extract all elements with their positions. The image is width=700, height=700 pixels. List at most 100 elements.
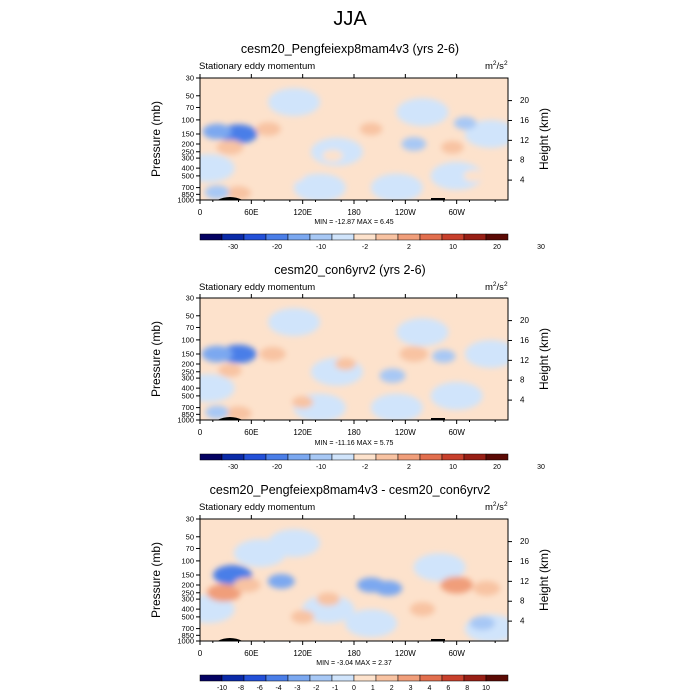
colorbar-swatch	[309, 233, 333, 241]
colorbar-swatch	[353, 453, 377, 461]
weak-negative-region	[345, 609, 398, 638]
topography	[431, 198, 445, 200]
x-tick-label: 60W	[448, 649, 465, 658]
colorbar-swatch	[265, 453, 289, 461]
x-tick-label: 0	[198, 208, 203, 217]
y-tick-label: 300	[181, 374, 194, 383]
height-tick-label: 4	[520, 396, 525, 405]
y-axis-title: Pressure (mb)	[149, 542, 163, 618]
x-tick-label: 120E	[293, 649, 312, 658]
colorbar-swatch	[331, 453, 355, 461]
colorbar-swatch	[353, 233, 377, 241]
colorbar-swatch	[375, 674, 399, 682]
colorbar-swatch	[441, 674, 465, 682]
weak-negative-region	[293, 173, 346, 200]
height-tick-label: 20	[520, 537, 529, 546]
colorbar-label: -2	[313, 685, 319, 692]
colorbar-swatch	[243, 453, 267, 461]
y-tick-label: 400	[181, 164, 194, 173]
height-tick-label: 4	[520, 617, 525, 626]
colorbar-swatch	[221, 233, 245, 241]
positive-anomaly	[206, 583, 242, 602]
colorbar-label: -10	[316, 464, 326, 471]
colorbar-swatch	[199, 674, 223, 682]
colorbar-label: -20	[272, 464, 282, 471]
panel-2: 0 60E 120E 180 120W 60W3050701001502002503004…	[149, 294, 551, 438]
weak-negative-region	[268, 308, 321, 337]
weak-negative-region	[396, 318, 449, 347]
y-tick-label: 400	[181, 384, 194, 393]
panel-3-units: m2/s2	[485, 501, 508, 514]
colorbar-swatch	[397, 674, 421, 682]
colorbar-swatch	[243, 233, 267, 241]
colorbar-label: 6	[446, 685, 450, 692]
y-tick-label: 850	[181, 631, 194, 640]
y-tick-label: 500	[181, 612, 194, 621]
height-tick-label: 8	[520, 376, 525, 385]
positive-anomaly	[441, 140, 464, 154]
colorbar-label: 20	[493, 464, 501, 471]
colorbar-swatch	[419, 233, 443, 241]
colorbar-label: 30	[537, 244, 545, 251]
weak-negative-region	[464, 339, 508, 368]
colorbar-label: 30	[537, 464, 545, 471]
colorbar-swatch	[463, 233, 487, 241]
weak-negative-region	[413, 553, 466, 582]
colorbar-swatch	[419, 674, 443, 682]
y-tick-label: 100	[181, 335, 194, 344]
colorbar: -30 -20 -10 -2 2 10 20 30	[199, 453, 545, 471]
y-tick-label: 1000	[177, 196, 194, 205]
colorbar-swatch	[463, 674, 487, 682]
height-tick-label: 16	[520, 116, 529, 125]
positive-anomaly	[316, 592, 341, 606]
positive-anomaly	[259, 346, 286, 362]
panel-3-title: cesm20_Pengfeiexp8mam4v3 - cesm20_con6yr…	[209, 483, 491, 497]
panel-1-units: m2/s2	[485, 60, 508, 73]
height-tick-label: 12	[520, 356, 529, 365]
colorbar-swatch	[199, 233, 223, 241]
weak-negative-region	[200, 374, 235, 403]
colorbar-swatch	[309, 674, 333, 682]
colorbar-swatch	[441, 453, 465, 461]
positive-anomaly	[322, 149, 343, 162]
y-tick-label: 500	[181, 391, 194, 400]
x-tick-label: 120W	[395, 428, 416, 437]
colorbar-label: 3	[409, 685, 413, 692]
negative-anomaly	[379, 368, 406, 383]
y-tick-label: 400	[181, 605, 194, 614]
negative-anomaly	[267, 573, 295, 589]
colorbar-swatch	[375, 453, 399, 461]
y-tick-label: 30	[186, 294, 194, 303]
x-tick-label: 120E	[293, 428, 312, 437]
topography	[217, 197, 243, 200]
y-tick-label: 200	[181, 360, 194, 369]
positive-anomaly	[283, 169, 305, 182]
positive-anomaly	[292, 396, 314, 409]
y-tick-label: 850	[181, 190, 194, 199]
y-tick-label: 30	[186, 515, 194, 524]
y-tick-label: 70	[186, 103, 194, 112]
height-tick-label: 8	[520, 597, 525, 606]
colorbar-label: 0	[352, 685, 356, 692]
y-tick-label: 500	[181, 171, 194, 180]
y-tick-label: 300	[181, 595, 194, 604]
y-tick-label: 70	[186, 544, 194, 553]
colorbar-swatch	[265, 674, 289, 682]
height-tick-label: 4	[520, 176, 525, 185]
topography	[431, 639, 445, 641]
y-axis-title: Pressure (mb)	[149, 321, 163, 397]
x-tick-label: 60W	[448, 428, 465, 437]
colorbar-swatch	[463, 453, 487, 461]
x-tick-label: 180	[347, 428, 361, 437]
y-tick-label: 1000	[177, 637, 194, 646]
y-tick-label: 150	[181, 349, 194, 358]
height-tick-label: 16	[520, 336, 529, 345]
positive-anomaly	[473, 580, 501, 596]
y-tick-label: 30	[186, 74, 194, 83]
weak-negative-region	[370, 173, 423, 200]
colorbar-swatch	[199, 453, 223, 461]
colorbar-swatch	[397, 233, 421, 241]
negative-anomaly	[204, 185, 230, 200]
y-tick-label: 700	[181, 183, 194, 192]
